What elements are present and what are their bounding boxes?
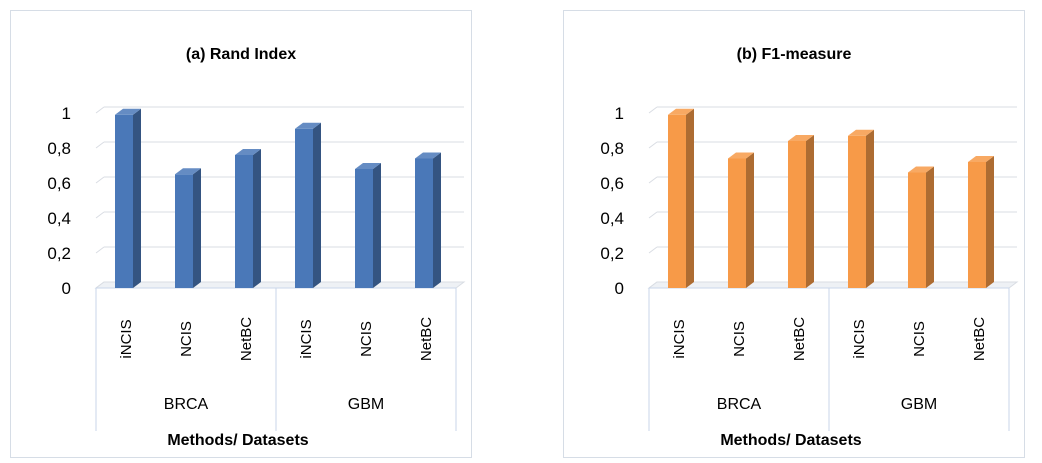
- x-group-label: GBM: [348, 396, 384, 413]
- x-axis-title: Methods/ Datasets: [720, 432, 861, 449]
- y-tick-label: 0,4: [47, 209, 71, 228]
- x-category-label: iNCIS: [851, 319, 868, 358]
- x-category-label: NetBC: [971, 317, 988, 361]
- bar: [968, 156, 994, 288]
- y-tick-label: 0,8: [47, 139, 71, 158]
- x-category-label: NetBC: [791, 317, 808, 361]
- y-tick-label: 1: [615, 104, 624, 123]
- y-tick-label: 0: [62, 279, 71, 298]
- bar: [668, 108, 694, 288]
- y-tick-label: 0: [615, 279, 624, 298]
- category-axis: [648, 287, 1010, 431]
- y-tick-label: 0,6: [600, 174, 624, 193]
- x-category-label: iNCIS: [118, 319, 135, 358]
- chart-floor: [94, 281, 466, 289]
- x-category-label: NCIS: [358, 321, 375, 357]
- chart-title: (a) Rand Index: [186, 46, 296, 63]
- category-axis: [95, 287, 457, 431]
- y-tick-label: 0,2: [600, 244, 624, 263]
- gridline-depth: [95, 211, 105, 219]
- y-tick-label: 0,8: [600, 139, 624, 158]
- bar: [415, 152, 441, 288]
- bar: [175, 168, 201, 288]
- gridline-depth: [95, 106, 105, 114]
- x-axis-title: Methods/ Datasets: [167, 432, 308, 449]
- gridline-depth: [648, 211, 658, 219]
- bar: [355, 163, 381, 288]
- x-group-label: GBM: [901, 396, 937, 413]
- chart-panel-rand-index: (a) Rand Index 0 0,2 0,4 0,6 0,8 1 iNCIS NCIS Net…: [10, 10, 472, 458]
- gridline-depth: [95, 246, 105, 254]
- x-category-label: NCIS: [731, 321, 748, 357]
- x-category-label: NCIS: [178, 321, 195, 357]
- chart-panel-f1-measure: (b) F1-measure 0 0,2 0,4 0,6 0,8 1 iNCIS NCIS Net…: [563, 10, 1025, 458]
- x-group-label: BRCA: [164, 396, 209, 413]
- y-tick-label: 0,2: [47, 244, 71, 263]
- x-category-label: iNCIS: [298, 319, 315, 358]
- gridline-depth: [648, 141, 658, 149]
- bar: [848, 129, 874, 288]
- gridline-depth: [648, 106, 658, 114]
- chart-svg: (b) F1-measure 0 0,2 0,4 0,6 0,8 1 iNCIS NCIS Net…: [600, 46, 1019, 449]
- y-tick-label: 0,4: [600, 209, 624, 228]
- bar: [235, 149, 261, 288]
- chart-title: (b) F1-measure: [737, 46, 852, 63]
- y-tick-label: 1: [62, 104, 71, 123]
- bar: [908, 166, 934, 288]
- bar: [295, 122, 321, 288]
- gridlines: [648, 106, 1017, 289]
- x-category-label: NCIS: [911, 321, 928, 357]
- x-group-label: BRCA: [717, 396, 762, 413]
- chart-floor: [647, 281, 1019, 289]
- y-tick-label: 0,6: [47, 174, 71, 193]
- x-category-label: iNCIS: [671, 319, 688, 358]
- bar: [788, 135, 814, 288]
- gridline-depth: [95, 141, 105, 149]
- x-category-label: NetBC: [238, 317, 255, 361]
- bar: [115, 108, 141, 288]
- gridline-depth: [95, 176, 105, 184]
- x-category-label: NetBC: [418, 317, 435, 361]
- gridline-depth: [648, 176, 658, 184]
- chart-svg: (a) Rand Index 0 0,2 0,4 0,6 0,8 1 iNCIS NCIS Net…: [47, 46, 466, 449]
- gridlines: [95, 106, 464, 289]
- bar: [728, 152, 754, 288]
- gridline-depth: [648, 246, 658, 254]
